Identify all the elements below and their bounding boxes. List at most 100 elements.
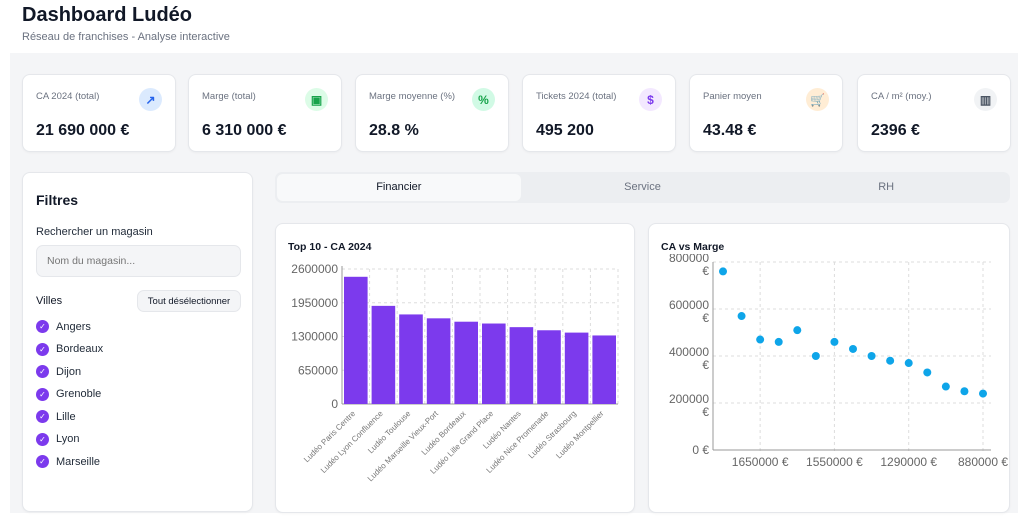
scatter-point [774, 337, 783, 346]
scatter-point [960, 387, 969, 396]
city-checkbox[interactable]: ✓ Grenoble [36, 387, 102, 401]
bar-chart-card: Top 10 - CA 2024 0 650000 1300000 1950000 26… [275, 223, 635, 513]
store-search-input[interactable] [36, 245, 241, 277]
page-subtitle: Réseau de franchises - Analyse interacti… [22, 31, 230, 43]
scatter-point [941, 382, 950, 391]
city-checkbox[interactable]: ✓ Lyon [36, 432, 80, 446]
scatter-point [867, 352, 876, 360]
y-tick-unit: € [702, 405, 709, 419]
kpi-label: CA 2024 (total) [36, 91, 100, 102]
kpi-value: 495 200 [536, 122, 594, 139]
bar [537, 330, 561, 404]
kpi-card: Tickets 2024 (total) 495 200 $ [522, 74, 676, 152]
city-label: Grenoble [56, 388, 102, 400]
check-icon: ✓ [36, 455, 49, 468]
city-label: Bordeaux [56, 343, 104, 355]
tab-financier[interactable]: Financier [277, 174, 521, 201]
kpi-value: 6 310 000 € [202, 122, 287, 139]
x-tick-label: 1650000 € [732, 455, 789, 469]
scatter-chart-title: CA vs Marge [661, 241, 725, 253]
kpi-value: 28.8 % [369, 122, 419, 139]
check-icon: ✓ [36, 432, 49, 446]
bar [509, 327, 534, 404]
y-tick-unit: € [702, 358, 709, 372]
bar [371, 305, 396, 404]
kpi-value: 21 690 000 € [36, 122, 130, 139]
bar [592, 335, 616, 404]
kpi-card: Marge moyenne (%) 28.8 % % [355, 74, 509, 152]
percent-icon: % [472, 88, 495, 111]
y-tick-label: 2600000 [291, 262, 338, 276]
kpi-card: Panier moyen 43.48 € 🛒 [689, 74, 843, 152]
wallet-icon: ▣ [305, 88, 328, 111]
city-checkbox[interactable]: ✓ Lille [36, 410, 76, 423]
city-label: Lille [56, 410, 76, 423]
kpi-label: Marge moyenne (%) [369, 91, 456, 102]
kpi-value: 43.48 € [703, 122, 757, 139]
y-tick-label: 0 [331, 397, 338, 411]
cart-icon: 🛒 [806, 88, 829, 111]
header: Dashboard Ludéo Réseau de franchises - A… [22, 4, 230, 43]
tab-rh[interactable]: RH [878, 181, 895, 193]
scatter-point [979, 389, 987, 398]
bar [564, 332, 589, 404]
check-icon: ✓ [36, 387, 49, 401]
tab-bar: Financier Service RH [275, 172, 1010, 203]
receipt-icon: $ [639, 88, 662, 111]
tab-service[interactable]: Service [624, 181, 661, 193]
y-tick-label: 1300000 [291, 330, 338, 344]
x-tick-label: 880000 € [958, 455, 1008, 469]
scatter-point [793, 326, 802, 335]
city-checkbox[interactable]: ✓ Marseille [36, 455, 100, 468]
filters-title: Filtres [36, 192, 79, 208]
bar [344, 276, 368, 404]
bar-chart: 0 650000 1300000 1950000 2600000 Ludéo Paris … [291, 262, 619, 483]
city-label: Angers [56, 320, 91, 333]
bar [454, 321, 478, 404]
building-icon: ▥ [974, 88, 997, 111]
city-checkbox[interactable]: ✓ Angers [36, 320, 91, 333]
trending-up-icon: ↗ [139, 88, 162, 111]
cities-label: Villes [36, 295, 63, 307]
scatter-chart-card: CA vs Marge 0 €200000 €400000 €600000 €8000… [648, 223, 1010, 513]
y-tick-label: 400000 [669, 345, 709, 359]
y-tick-label: 0 € [692, 443, 709, 457]
kpi-label: Tickets 2024 (total) [536, 91, 617, 102]
deselect-all-button[interactable]: Tout désélectionner [137, 290, 241, 312]
y-tick-unit: € [702, 311, 709, 325]
scatter-point [719, 267, 727, 276]
scatter-point [904, 359, 913, 368]
check-icon: ✓ [36, 365, 49, 378]
city-label: Lyon [56, 433, 80, 445]
bar [399, 314, 423, 404]
scatter-point [886, 356, 895, 365]
kpi-card: CA / m² (moy.) 2396 € ▥ [857, 74, 1011, 152]
y-tick-label: 1950000 [291, 296, 338, 310]
y-tick-label: 800000 [669, 254, 709, 265]
search-label: Rechercher un magasin [36, 226, 153, 238]
page-title: Dashboard Ludéo [22, 4, 193, 26]
y-tick-label: 200000 [669, 392, 709, 406]
scatter-point [737, 312, 746, 321]
scatter-point [756, 335, 765, 344]
city-label: Dijon [56, 365, 82, 378]
kpi-card: CA 2024 (total) 21 690 000 € ↗ [22, 74, 176, 152]
city-label: Marseille [56, 455, 101, 468]
x-tick-label: Ludéo Paris Centre [302, 409, 357, 464]
x-tick-label: Ludéo Montpellier [554, 409, 606, 461]
x-tick-label: 1550000 € [806, 455, 863, 469]
city-checkbox[interactable]: ✓ Bordeaux [36, 342, 104, 356]
kpi-value: 2396 € [871, 122, 920, 139]
kpi-label: CA / m² (moy.) [871, 91, 932, 102]
bar [426, 318, 451, 404]
check-icon: ✓ [36, 342, 49, 356]
filters-panel: Filtres Rechercher un magasin Villes Tou… [22, 172, 253, 512]
city-checkbox[interactable]: ✓ Dijon [36, 365, 81, 378]
kpi-card: Marge (total) 6 310 000 € ▣ [188, 74, 342, 152]
kpi-label: Panier moyen [703, 91, 762, 102]
scatter-point [849, 344, 857, 353]
kpi-label: Marge (total) [202, 91, 256, 102]
check-icon: ✓ [36, 320, 49, 333]
scatter-chart: 0 €200000€400000€600000€800000€1650000 €… [669, 254, 1008, 469]
check-icon: ✓ [36, 410, 49, 423]
